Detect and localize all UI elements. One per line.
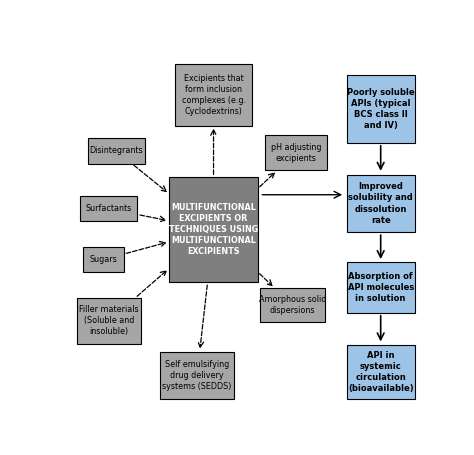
Text: Excipients that
form inclusion
complexes (e.g.
Cyclodextrins): Excipients that form inclusion complexes… [182,74,246,116]
FancyBboxPatch shape [265,135,328,170]
Text: Self emulsifying
drug delivery
systems (SEDDS): Self emulsifying drug delivery systems (… [162,359,232,391]
FancyBboxPatch shape [260,288,325,322]
FancyBboxPatch shape [346,175,415,233]
Text: MULTIFUNCTIONAL
EXCIPIENTS OR
TECHNIQUES USING
MULTIFUNCTIONAL
EXCIPIENTS: MULTIFUNCTIONAL EXCIPIENTS OR TECHNIQUES… [169,203,258,257]
FancyBboxPatch shape [346,75,415,143]
Text: API in
systemic
circulation
(bioavailable): API in systemic circulation (bioavailabl… [348,350,413,393]
Text: pH adjusting
excipients: pH adjusting excipients [271,143,321,163]
FancyBboxPatch shape [346,262,415,313]
FancyBboxPatch shape [77,298,141,344]
FancyBboxPatch shape [169,177,258,282]
FancyBboxPatch shape [346,344,415,399]
FancyBboxPatch shape [81,196,137,222]
Text: Poorly soluble
APIs (typical
BCS class II
and IV): Poorly soluble APIs (typical BCS class I… [347,88,414,130]
Text: Filler materials
(Soluble and
insoluble): Filler materials (Soluble and insoluble) [79,305,139,336]
Text: Sugars: Sugars [90,255,117,264]
Text: Absorption of
API molecules
in solution: Absorption of API molecules in solution [347,272,414,303]
Text: Improved
solubility and
dissolution
rate: Improved solubility and dissolution rate [348,182,413,225]
Text: Amorphous solid
dispersions: Amorphous solid dispersions [259,295,326,315]
FancyBboxPatch shape [83,247,124,272]
Text: Surfactants: Surfactants [86,204,132,213]
Text: Disintegrants: Disintegrants [90,147,143,156]
FancyBboxPatch shape [88,138,145,163]
FancyBboxPatch shape [160,352,234,399]
FancyBboxPatch shape [175,64,252,126]
